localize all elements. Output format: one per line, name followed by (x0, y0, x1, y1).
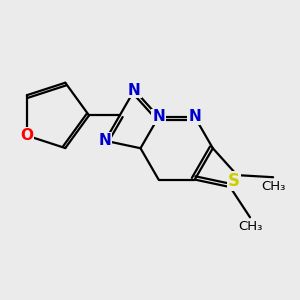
Text: N: N (188, 110, 201, 124)
Text: O: O (20, 128, 33, 143)
Text: N: N (152, 110, 165, 124)
Text: CH₃: CH₃ (261, 180, 285, 193)
Text: N: N (99, 133, 112, 148)
Text: S: S (228, 172, 240, 190)
Text: N: N (128, 82, 141, 98)
Text: CH₃: CH₃ (238, 220, 262, 233)
